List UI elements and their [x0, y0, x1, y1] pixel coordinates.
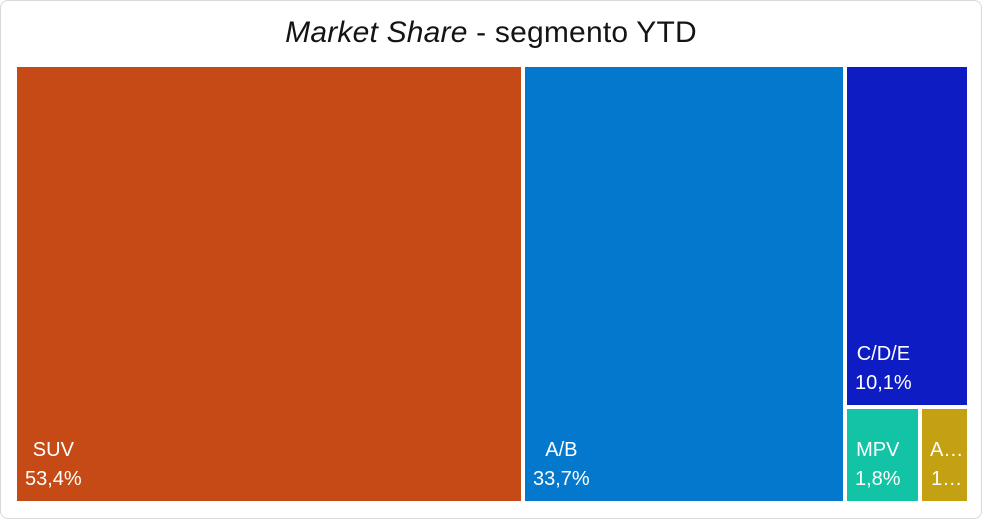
tile-value-label: 10,1%: [855, 372, 912, 394]
treemap-tile-suv[interactable]: SUV 53,4%: [17, 67, 521, 501]
chart-title-italic: Market Share: [285, 16, 468, 49]
tile-category-label: SUV: [32, 439, 74, 461]
tile-value-label: 1,8%: [855, 468, 901, 490]
tile-value-label: 33,7%: [533, 468, 590, 490]
tile-category-label: A…: [930, 439, 964, 461]
tile-label-ab: A/B 33,7%: [533, 436, 590, 494]
treemap-tile-truncated[interactable]: A… 1…: [922, 409, 967, 501]
treemap-tile-mpv[interactable]: MPV 1,8%: [847, 409, 918, 501]
tile-category-label: MPV: [856, 439, 900, 461]
tile-value-label: 53,4%: [25, 468, 82, 490]
tile-category-label: C/D/E: [856, 343, 911, 365]
chart-title: Market Share - segmento YTD: [1, 16, 981, 50]
tile-value-label: 1…: [931, 468, 963, 490]
tile-label-cde: C/D/E 10,1%: [855, 340, 912, 398]
treemap-tile-ab[interactable]: A/B 33,7%: [525, 67, 843, 501]
tile-label-suv: SUV 53,4%: [25, 436, 82, 494]
tile-category-label: A/B: [545, 439, 578, 461]
chart-title-regular: - segmento YTD: [467, 16, 697, 49]
tile-label-mpv: MPV 1,8%: [855, 436, 901, 494]
treemap-tile-cde[interactable]: C/D/E 10,1%: [847, 67, 967, 405]
tile-label-truncated: A… 1…: [930, 436, 963, 494]
